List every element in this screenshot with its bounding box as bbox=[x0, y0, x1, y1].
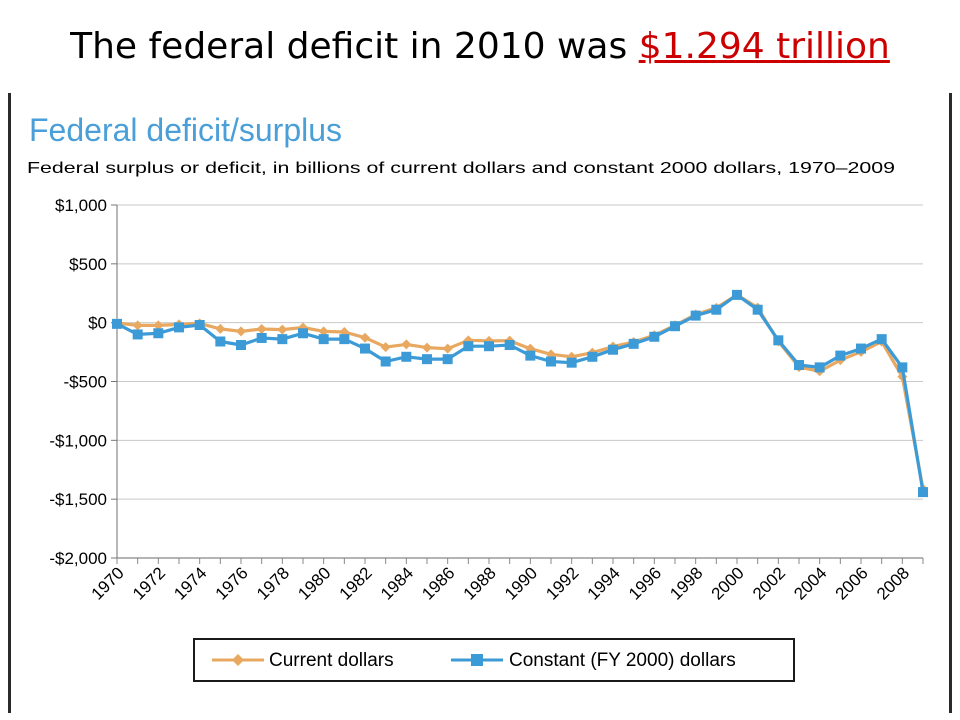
point-constant bbox=[876, 334, 887, 345]
y-tick-label: -$500 bbox=[64, 373, 107, 392]
point-constant bbox=[566, 357, 577, 368]
point-constant bbox=[794, 360, 804, 371]
y-axis-ticks: $1,000 $500 $0 -$500 -$1,000 -$1,500 -$2,000 bbox=[49, 196, 117, 568]
point-constant bbox=[649, 331, 660, 342]
point-current bbox=[401, 339, 412, 350]
point-constant bbox=[670, 321, 680, 332]
grid-lines bbox=[117, 204, 923, 500]
legend-constant-square bbox=[471, 654, 483, 666]
x-tick-label: 2006 bbox=[832, 563, 872, 603]
point-constant bbox=[339, 334, 350, 345]
point-constant bbox=[814, 362, 825, 373]
point-constant bbox=[504, 340, 515, 351]
legend-current-diamond bbox=[232, 654, 244, 666]
point-constant bbox=[856, 343, 866, 354]
x-tick-label: 2004 bbox=[790, 563, 830, 603]
point-current bbox=[422, 342, 432, 353]
point-constant bbox=[236, 340, 246, 351]
point-constant bbox=[628, 338, 639, 349]
x-tick-label: 2002 bbox=[749, 563, 789, 603]
x-tick-label: 1988 bbox=[460, 563, 500, 603]
x-tick-label: 2000 bbox=[708, 563, 748, 603]
point-current bbox=[380, 342, 391, 353]
deficit-amount-link[interactable]: $1.294 trillion bbox=[638, 26, 890, 67]
y-tick-label: -$1,000 bbox=[49, 431, 107, 450]
series-current-line bbox=[116, 293, 925, 490]
x-tick-label: 2008 bbox=[873, 563, 913, 603]
x-tick-label: 1992 bbox=[542, 563, 582, 603]
point-current bbox=[236, 326, 246, 337]
x-tick-label: 1994 bbox=[584, 563, 624, 603]
point-constant bbox=[918, 487, 928, 498]
deficit-line-chart: Federal deficit/surplus Federal surplus … bbox=[27, 112, 928, 682]
x-tick-label: 1980 bbox=[294, 563, 334, 603]
point-constant bbox=[380, 356, 391, 367]
point-constant bbox=[298, 328, 308, 339]
x-tick-label: 1990 bbox=[501, 563, 541, 603]
x-tick-label: 1972 bbox=[129, 563, 169, 603]
y-tick-label: $500 bbox=[69, 255, 107, 274]
point-current bbox=[215, 323, 226, 334]
point-constant bbox=[546, 356, 556, 367]
x-tick-label: 1976 bbox=[212, 563, 252, 603]
point-constant bbox=[835, 350, 846, 361]
x-tick-label: 1970 bbox=[88, 563, 128, 603]
point-constant bbox=[608, 344, 618, 355]
x-axis-ticks: 1970 1972 1974 1976 1978 1980 1982 1984 1986 1988… bbox=[88, 558, 924, 604]
point-constant bbox=[463, 341, 474, 352]
x-tick-label: 1982 bbox=[336, 563, 376, 603]
chart-title: Federal deficit/surplus bbox=[29, 112, 342, 148]
series-constant-line bbox=[116, 293, 925, 493]
point-current bbox=[256, 324, 267, 335]
point-constant bbox=[153, 328, 164, 339]
point-constant bbox=[773, 335, 784, 346]
point-constant bbox=[711, 304, 722, 315]
legend-label-current: Current dollars bbox=[269, 650, 394, 671]
x-tick-label: 1984 bbox=[377, 563, 417, 603]
y-tick-label: $1,000 bbox=[55, 196, 107, 215]
point-current bbox=[132, 320, 143, 331]
point-constant bbox=[484, 341, 494, 352]
point-constant bbox=[215, 336, 226, 347]
point-current bbox=[339, 326, 350, 337]
point-constant bbox=[525, 350, 536, 361]
point-constant bbox=[897, 362, 908, 373]
slide-title-prefix: The federal deficit in 2010 was bbox=[70, 26, 639, 67]
y-tick-label: -$1,500 bbox=[49, 490, 107, 509]
series-lines bbox=[112, 289, 928, 498]
point-constant bbox=[401, 351, 412, 362]
point-constant bbox=[360, 343, 370, 354]
point-constant bbox=[752, 304, 763, 315]
y-tick-label: $0 bbox=[88, 314, 107, 333]
x-tick-label: 1974 bbox=[170, 563, 210, 603]
x-tick-label: 1986 bbox=[418, 563, 458, 603]
point-current bbox=[442, 343, 453, 354]
point-constant bbox=[174, 322, 184, 333]
x-tick-label: 1996 bbox=[625, 563, 665, 603]
legend-label-constant: Constant (FY 2000) dollars bbox=[509, 650, 736, 671]
point-constant bbox=[256, 332, 267, 343]
point-constant bbox=[132, 329, 143, 340]
point-constant bbox=[422, 354, 432, 365]
point-constant bbox=[112, 318, 122, 329]
point-constant bbox=[732, 289, 742, 300]
point-current bbox=[153, 320, 164, 331]
point-constant bbox=[318, 334, 329, 345]
point-constant bbox=[587, 351, 598, 362]
x-tick-label: 1998 bbox=[666, 563, 706, 603]
point-constant bbox=[442, 354, 453, 365]
point-current bbox=[318, 326, 329, 337]
point-current bbox=[360, 332, 370, 343]
point-constant bbox=[690, 310, 701, 321]
point-constant bbox=[277, 334, 288, 345]
point-current bbox=[277, 324, 288, 335]
chart-subtitle: Federal surplus or deficit, in billions … bbox=[27, 160, 895, 177]
chart-frame: Federal deficit/surplus Federal surplus … bbox=[8, 93, 952, 713]
legend: Current dollars Constant (FY 2000) dolla… bbox=[193, 638, 795, 682]
slide-title: The federal deficit in 2010 was $1.294 t… bbox=[0, 26, 960, 67]
x-tick-label: 1978 bbox=[253, 563, 293, 603]
point-constant bbox=[194, 320, 205, 331]
y-tick-label: -$2,000 bbox=[49, 549, 107, 568]
